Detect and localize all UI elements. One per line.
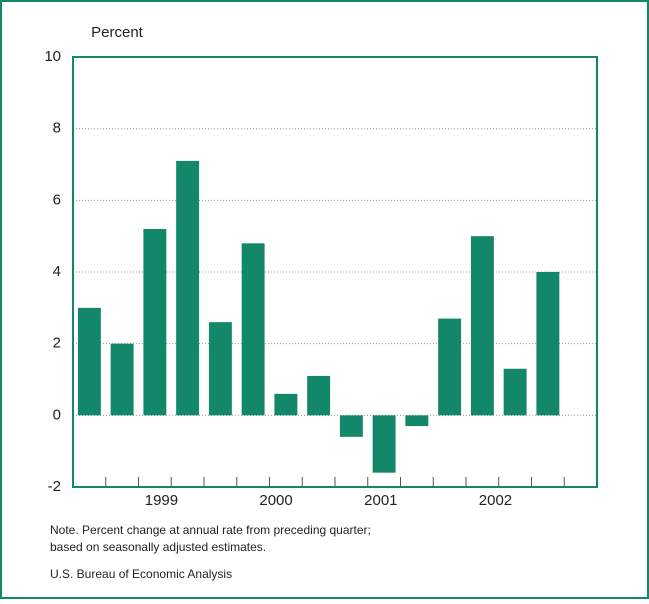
bar bbox=[470, 236, 494, 416]
y-tick-label: 2 bbox=[53, 335, 61, 352]
source: U.S. Bureau of Economic Analysis bbox=[50, 567, 232, 581]
bar bbox=[438, 318, 462, 416]
x-tick-label: 2001 bbox=[364, 492, 397, 509]
note: based on seasonally adjusted estimates. bbox=[50, 540, 266, 554]
y-tick-label: 10 bbox=[44, 48, 61, 65]
y-tick-label: 8 bbox=[53, 120, 61, 137]
bar bbox=[110, 343, 134, 416]
bar bbox=[143, 229, 167, 416]
y-tick-label: 6 bbox=[53, 191, 61, 208]
x-tick-label: 2000 bbox=[259, 492, 292, 509]
bar bbox=[405, 415, 429, 427]
bar bbox=[307, 375, 331, 416]
x-tick-label: 1999 bbox=[145, 492, 178, 509]
bar bbox=[503, 368, 527, 416]
y-tick-label: -2 bbox=[48, 478, 61, 495]
y-tick-label: 4 bbox=[53, 263, 61, 280]
bar bbox=[208, 322, 232, 416]
note: Note. Percent change at annual rate from… bbox=[50, 523, 371, 537]
bar bbox=[176, 160, 200, 416]
y-tick-label: 0 bbox=[53, 406, 61, 423]
bar bbox=[372, 415, 396, 473]
bar bbox=[241, 243, 265, 416]
bar bbox=[339, 415, 363, 437]
plot-frame bbox=[72, 56, 598, 488]
bar bbox=[536, 272, 560, 416]
bar bbox=[274, 393, 298, 416]
x-tick-label: 2002 bbox=[479, 492, 512, 509]
bar bbox=[77, 307, 101, 416]
y-axis-label: Percent bbox=[91, 24, 144, 41]
